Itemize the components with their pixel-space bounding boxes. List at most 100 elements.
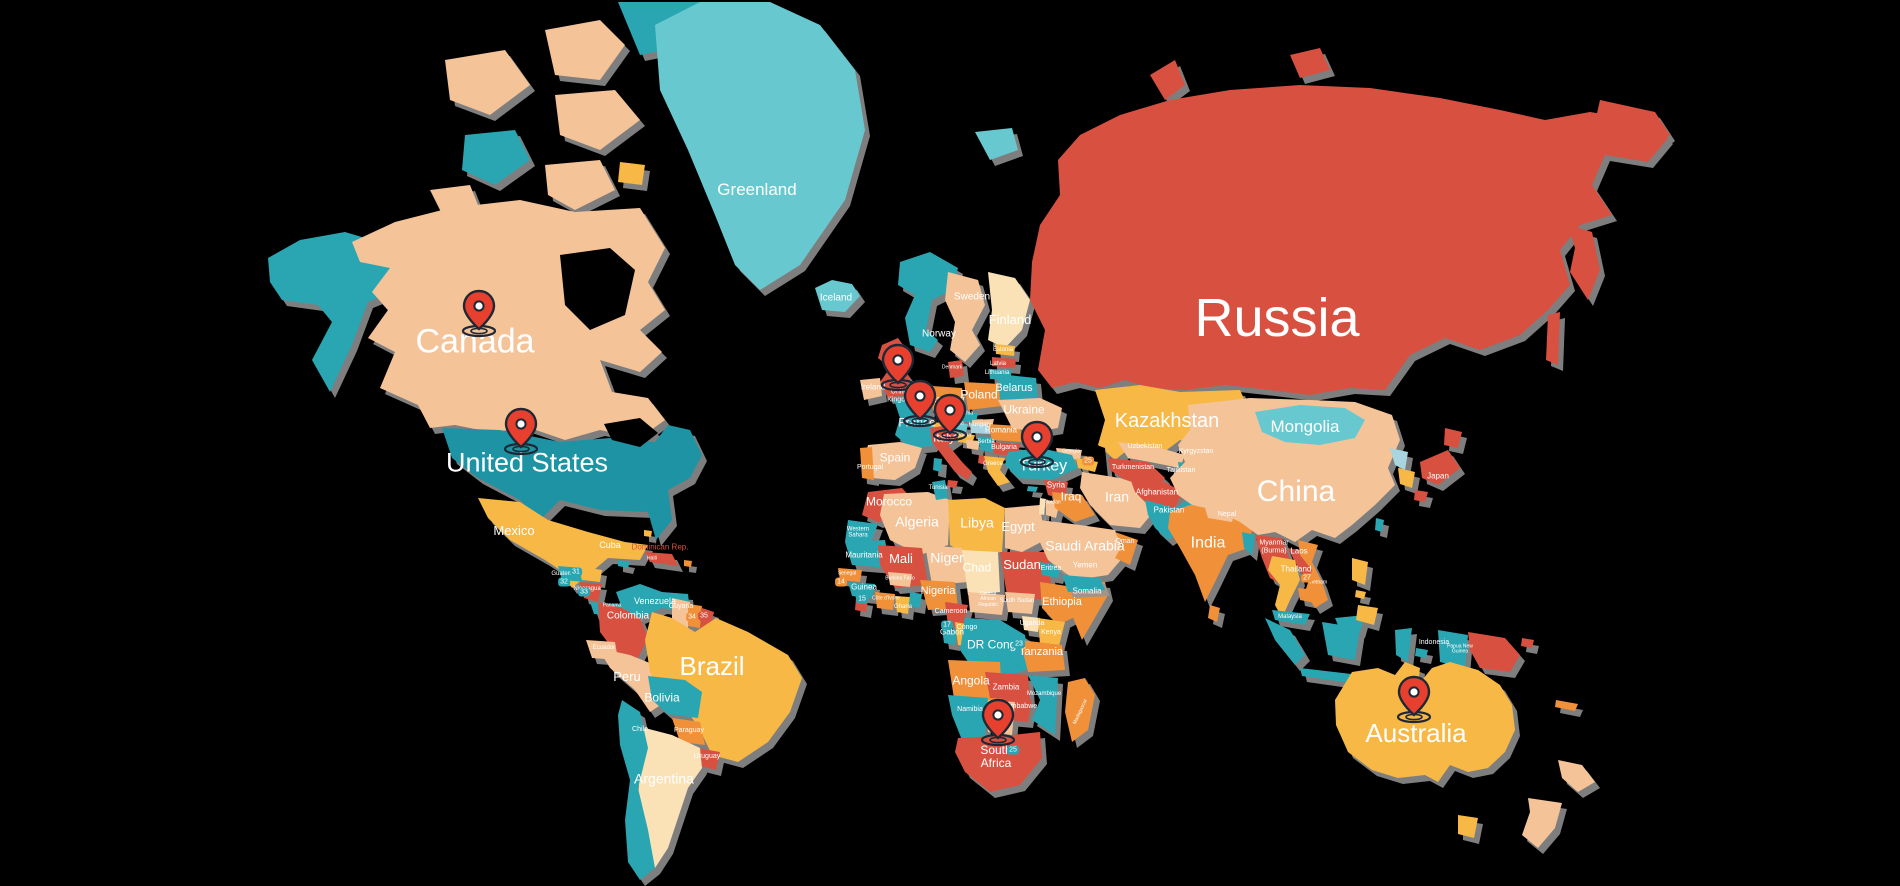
country-cambodia (1298, 588, 1318, 603)
islet (1521, 638, 1534, 648)
islet (1355, 590, 1366, 599)
country-south-sudan (1005, 592, 1035, 614)
islet (545, 160, 615, 210)
islet (1415, 648, 1428, 658)
country-gabon (942, 628, 958, 645)
country-portugal (860, 447, 874, 480)
continent-north-america (268, 2, 865, 618)
country-greenland (655, 2, 865, 290)
country-madagascar (1065, 678, 1095, 742)
country-sweden (945, 272, 985, 362)
islet (1555, 700, 1578, 711)
country-greece (984, 456, 1010, 486)
country-poland (964, 382, 1002, 410)
country-mozambique (1028, 675, 1058, 735)
hudson-bay (560, 248, 635, 330)
continent-oceania (1335, 662, 1595, 848)
location-pin-south-africa[interactable] (976, 696, 1020, 748)
country-kenya (1038, 618, 1065, 650)
country-brazil (645, 612, 802, 762)
country-chile (618, 700, 655, 880)
location-pin-france[interactable] (898, 377, 942, 429)
country-honduras (578, 566, 602, 582)
country-egypt (1005, 505, 1045, 552)
islet (909, 592, 922, 608)
country-cuba (586, 540, 645, 556)
country-nicaragua (580, 582, 602, 602)
country-russia-chukotka (1595, 100, 1670, 158)
islet (684, 560, 692, 567)
country-estonia (995, 344, 1015, 356)
country-indonesia (1395, 628, 1412, 662)
location-pin-united-states[interactable] (499, 405, 543, 457)
country-niger (925, 545, 968, 585)
islet (1103, 538, 1114, 546)
location-pin-canada[interactable] (457, 287, 501, 339)
islet (618, 560, 630, 568)
location-pin-australia[interactable] (1392, 673, 1436, 725)
country-angola (948, 660, 1002, 705)
country-indonesia (1322, 622, 1360, 660)
islet (1027, 486, 1038, 492)
country-chad (962, 550, 1000, 595)
location-pin-united-kingdom[interactable] (876, 341, 920, 393)
country-japan (1444, 428, 1462, 448)
country-taiwan (1375, 518, 1384, 532)
islet (644, 530, 652, 537)
country-new-zealand (1558, 760, 1595, 792)
country-india (1168, 505, 1252, 602)
country-hispaniola (645, 552, 678, 566)
country-western-sahara (845, 520, 878, 545)
country-namibia (948, 695, 988, 740)
country-central-african-republic (968, 592, 1005, 615)
country-norway (898, 252, 958, 352)
country-venezuela (616, 584, 690, 618)
country-afghanistan (1130, 478, 1182, 508)
country-somalia (1072, 578, 1108, 640)
country-tunisia (932, 480, 948, 500)
country-yemen (1062, 575, 1105, 592)
islet (1039, 498, 1046, 515)
islet (555, 90, 640, 150)
continent-south-america (586, 584, 802, 880)
country-senegal (838, 568, 862, 582)
islet (933, 458, 942, 472)
country-ghana (895, 596, 910, 614)
country-uganda (1022, 616, 1040, 632)
country-uzbekistan (1118, 442, 1185, 468)
islet (1546, 312, 1560, 365)
islet (1290, 48, 1330, 78)
country-zambia (985, 672, 1030, 700)
country-oman (1115, 532, 1138, 565)
country-guyana (672, 598, 690, 628)
country-argentina (635, 728, 702, 868)
country-iraq (1052, 492, 1095, 522)
country-indonesia (1265, 618, 1305, 665)
country-japan (1414, 490, 1428, 502)
country-japan (1420, 450, 1460, 485)
country-libya (948, 498, 1005, 555)
islet (462, 130, 530, 185)
islet (445, 50, 530, 115)
great-lakes (604, 418, 658, 447)
country-romania (988, 424, 1022, 442)
country-papua-new-guinea (1468, 632, 1520, 672)
country-uruguay (698, 748, 720, 770)
islet (618, 162, 645, 185)
country-bosnia (966, 440, 980, 450)
country-indonesia-papua (1438, 630, 1468, 668)
location-pin-italy[interactable] (928, 391, 972, 443)
country-philippines (1356, 605, 1378, 625)
country-paraguay (672, 718, 705, 745)
country-algeria (880, 492, 950, 555)
islet (545, 20, 625, 80)
country-tasmania (1458, 815, 1478, 838)
islet (1150, 60, 1185, 100)
country-north-korea (1390, 448, 1408, 470)
country-thailand (1268, 556, 1300, 618)
country-australia (1335, 662, 1515, 782)
location-pin-turkey[interactable] (1015, 418, 1059, 470)
islet (855, 598, 868, 612)
